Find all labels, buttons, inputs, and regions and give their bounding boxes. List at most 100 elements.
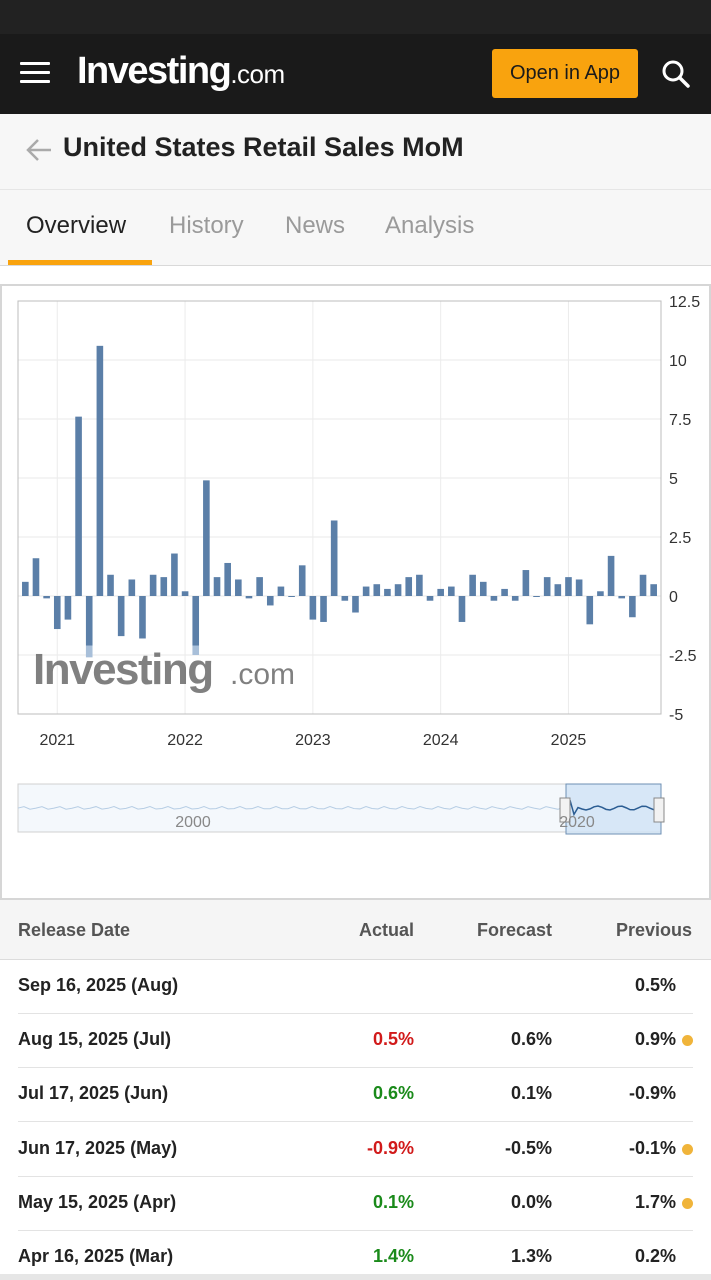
y-axis-tick-label: -2.5 [669, 648, 697, 665]
y-axis-tick-label: 5 [669, 471, 678, 488]
chart-bar [309, 596, 317, 620]
chart-bar [213, 577, 221, 596]
chart-bar [352, 596, 359, 613]
hamburger-menu-icon[interactable] [20, 62, 50, 84]
chart-bar [330, 520, 338, 596]
previous-value-cell: 0.2% [634, 1246, 676, 1266]
x-axis-tick-label: 2023 [295, 732, 331, 749]
header-previous: Previous [615, 920, 692, 940]
forecast-value-cell: -0.5% [504, 1137, 552, 1158]
tab-overview[interactable]: Overview [26, 212, 127, 239]
chart-bar [565, 577, 572, 596]
page-title: United States Retail Sales MoM [63, 132, 464, 162]
investing-logo[interactable]: Investing.com [77, 50, 285, 94]
chart-bar [469, 574, 476, 596]
y-axis-tick-label: 10 [669, 353, 687, 370]
chart-bar [85, 596, 93, 646]
top-navigation-bar: Investing.com Open in App [0, 34, 711, 114]
search-icon[interactable] [660, 58, 692, 90]
x-axis-tick-label: 2025 [551, 732, 587, 749]
chart-bar [341, 596, 349, 601]
revised-indicator-dot[interactable] [682, 1143, 693, 1155]
tab-analysis[interactable]: Analysis [385, 212, 475, 239]
chart-bar [448, 586, 455, 596]
table-row[interactable]: Jun 17, 2025 (May) -0.9% -0.5% -0.1% [18, 1123, 693, 1177]
tab-history[interactable]: History [169, 212, 244, 239]
y-axis-tick-label: -5 [669, 707, 683, 724]
previous-value-cell: -0.1% [628, 1137, 676, 1158]
section-tabs: Overview History News Analysis [0, 190, 711, 266]
chart-bar [522, 570, 530, 596]
chart-bar [575, 579, 583, 596]
page-title-bar: United States Retail Sales MoM [0, 114, 711, 190]
retail-sales-chart[interactable]: 12.5 10 7.5 5 2.5 0 -2.5 -5 2021 2022 2023 2024 2025… [0, 284, 711, 900]
chart-bar [224, 562, 231, 596]
actual-value-cell: -0.9% [366, 1137, 414, 1158]
table-row[interactable]: Jul 17, 2025 (Jun) 0.6% 0.1% -0.9% [18, 1068, 693, 1123]
chart-bar [554, 584, 562, 596]
chart-bar [75, 416, 82, 596]
logo-brand-text: Investing [77, 50, 232, 92]
plot-area-border [17, 300, 662, 715]
chart-bar [22, 581, 29, 596]
navigator-left-handle[interactable] [559, 797, 571, 823]
chart-bar [394, 584, 402, 596]
chart-bar [235, 579, 242, 596]
x-axis-tick-label: 2022 [167, 732, 203, 749]
actual-value-cell: 0.5% [372, 1029, 414, 1050]
chart-bar [32, 558, 40, 596]
table-header: Release Date Actual Forecast Previous [0, 900, 711, 960]
table-row[interactable]: Apr 16, 2025 (Mar) 1.4% 1.3% 0.2% [18, 1231, 693, 1280]
table-row[interactable]: Sep 16, 2025 (Aug) 0.5% [18, 960, 693, 1014]
chart-bar [373, 584, 381, 596]
navigator-year-label: 2000 [175, 814, 211, 831]
chart-bar [629, 596, 636, 618]
back-arrow-icon[interactable] [24, 136, 54, 164]
chart-bar [650, 584, 657, 596]
chart-bar [171, 553, 178, 596]
chart-bar [458, 596, 466, 622]
x-axis-tick-label: 2021 [39, 732, 75, 749]
open-in-app-button[interactable]: Open in App [492, 49, 638, 98]
forecast-value-cell: 0.6% [510, 1029, 552, 1050]
chart-bar [533, 596, 540, 597]
revised-indicator-dot[interactable] [682, 1035, 693, 1047]
chart-bar [96, 345, 104, 596]
logo-suffix-text: .com [230, 59, 285, 89]
chart-bar [277, 586, 285, 596]
chart-container: 12.5 10 7.5 5 2.5 0 -2.5 -5 2021 2022 2023 2024 2025… [0, 284, 711, 900]
chart-bar [117, 596, 125, 637]
chart-bar [266, 596, 274, 606]
release-date-cell: Aug 15, 2025 (Jul) [18, 1029, 172, 1050]
revised-indicator-dot[interactable] [682, 1197, 693, 1209]
chart-bar-revision [192, 645, 200, 655]
navigator-selected-line [569, 799, 655, 817]
chart-bar [139, 596, 146, 639]
status-bar [0, 0, 711, 34]
chart-bar [256, 577, 263, 596]
release-date-cell: May 15, 2025 (Apr) [18, 1191, 177, 1212]
tab-news[interactable]: News [285, 212, 346, 239]
navigator-right-handle[interactable] [653, 797, 665, 823]
chart-bar [490, 596, 498, 601]
chart-bar [501, 588, 508, 596]
chart-bar-revision [85, 645, 93, 658]
chart-bar [181, 591, 189, 596]
previous-value-cell: 1.7% [634, 1191, 676, 1212]
y-axis-tick-label: 0 [669, 589, 678, 606]
chart-bar [543, 577, 551, 596]
chart-bar [107, 574, 114, 596]
table-row[interactable]: May 15, 2025 (Apr) 0.1% 0.0% 1.7% [18, 1177, 693, 1231]
y-axis-tick-label: 12.5 [669, 294, 700, 311]
chart-bar [298, 565, 306, 596]
release-date-cell: Jul 17, 2025 (Jun) [18, 1083, 169, 1104]
release-date-cell: Apr 16, 2025 (Mar) [18, 1246, 174, 1266]
previous-value-cell: 0.5% [634, 975, 676, 995]
table-row[interactable]: Aug 15, 2025 (Jul) 0.5% 0.6% 0.9% [18, 1014, 693, 1069]
chart-bar [160, 577, 168, 596]
chart-bar [64, 596, 72, 620]
chart-bar [586, 596, 594, 625]
y-axis-tick-label: 7.5 [669, 412, 691, 429]
chart-bar [479, 581, 487, 596]
navigator-history-line [17, 805, 565, 810]
